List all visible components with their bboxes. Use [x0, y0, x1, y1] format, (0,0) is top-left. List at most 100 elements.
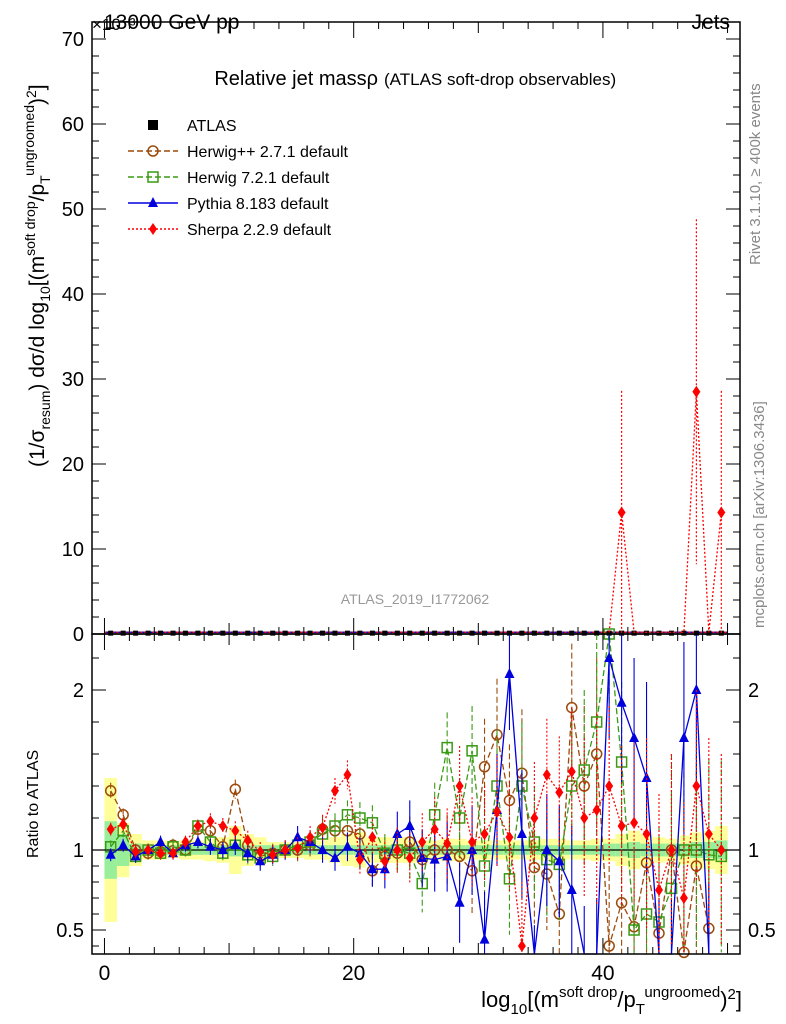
ratio-point-sherpa-2-2-9-default — [555, 786, 564, 799]
atlas-main-point — [195, 630, 201, 636]
ratio-point-pythia-8-183-default — [554, 855, 565, 866]
ratio-point-sherpa-2-2-9-default — [517, 940, 526, 952]
legend-label: Sherpa 2.2.9 default — [187, 222, 332, 239]
legend-marker — [149, 223, 157, 235]
ratio-point-sherpa-2-2-9-default — [667, 844, 676, 856]
ratio-point-sherpa-2-2-9-default — [704, 828, 713, 840]
atlas-main-point — [531, 630, 537, 636]
ratio-plot-data — [92, 628, 740, 959]
legend: ATLAS Herwig++ 2.7.1 default Herwig 7.2.1 … — [128, 118, 349, 239]
ratio-point-sherpa-2-2-9-default — [144, 844, 153, 856]
atlas-main-point — [432, 630, 438, 636]
ratio-point-pythia-8-183-default — [504, 668, 515, 678]
legend-label: Herwig 7.2.1 default — [187, 170, 330, 187]
ratio-point-sherpa-2-2-9-default — [331, 784, 339, 797]
chart-subtitle: (ATLAS soft-drop observables) — [384, 70, 616, 89]
atlas-main-point — [369, 630, 375, 636]
atlas-main-point — [295, 630, 301, 636]
x-tick-label: 40 — [591, 962, 614, 985]
ratio-point-sherpa-2-2-9-default — [418, 836, 427, 848]
atlas-main-point — [693, 630, 699, 636]
legend-label: Herwig++ 2.7.1 default — [187, 144, 349, 161]
ratio-point-sherpa-2-2-9-default — [630, 816, 639, 829]
ratio-point-sherpa-2-2-9-default — [617, 820, 626, 832]
ratio-point-sherpa-2-2-9-default — [455, 780, 464, 792]
ratio-point-sherpa-2-2-9-default — [380, 855, 389, 868]
y-tick-label-ratio: 1 — [748, 840, 759, 862]
exponent-label: ×10⁻³ — [92, 15, 136, 34]
ratio-point-sherpa-2-2-9-default — [119, 818, 128, 831]
atlas-main-point — [182, 630, 188, 636]
ratio-point-sherpa-2-2-9-default — [268, 848, 277, 861]
atlas-main-point — [357, 630, 363, 636]
ratio-line-herwig-7-2-1-default — [110, 633, 722, 932]
atlas-main-point — [718, 630, 724, 636]
ratio-point-sherpa-2-2-9-default — [156, 847, 165, 860]
ratio-point-herwig-7-2-1-default — [329, 820, 341, 832]
ratio-point-sherpa-2-2-9-default — [206, 815, 215, 828]
atlas-main-point — [232, 630, 238, 636]
ratio-point-pythia-8-183-default — [629, 732, 640, 742]
atlas-main-point — [619, 630, 625, 636]
ratio-point-sherpa-2-2-9-default — [542, 768, 551, 781]
atlas-main-point — [581, 630, 587, 636]
atlas-main-point — [382, 630, 388, 636]
ratio-point-pythia-8-183-default — [242, 847, 253, 858]
ratio-point-pythia-8-183-default — [479, 933, 490, 944]
y-tick-label-ratio: 2 — [73, 680, 84, 702]
atlas-main-point — [594, 630, 600, 636]
legend-marker — [148, 120, 158, 130]
ratio-point-pythia-8-183-default — [641, 772, 652, 782]
ratio-point-sherpa-2-2-9-default — [679, 892, 688, 904]
ratio-point-pythia-8-183-default — [105, 848, 116, 859]
atlas-main-point — [332, 630, 338, 636]
atlas-main-point — [307, 630, 313, 636]
beam-label: 13000 GeV pp — [104, 11, 239, 34]
atlas-main-point — [644, 630, 650, 636]
ratio-point-sherpa-2-2-9-default — [169, 847, 177, 860]
ratio-point-sherpa-2-2-9-default — [231, 824, 240, 837]
ratio-point-pythia-8-183-default — [155, 836, 166, 846]
ratio-point-herwig-2-7-1-default — [603, 940, 615, 952]
main-point-sherpa-2-2-9-default — [717, 506, 726, 519]
atlas-main-point — [257, 630, 263, 636]
ratio-point-sherpa-2-2-9-default — [405, 852, 414, 864]
ratio-point-herwig-7-2-1-default — [628, 924, 640, 936]
y-tick-label-main: 30 — [62, 369, 84, 391]
ratio-point-herwig-2-7-1-default — [104, 785, 117, 797]
analysis-watermark: ATLAS_2019_I1772062 — [341, 591, 490, 607]
ratio-point-sherpa-2-2-9-default — [318, 821, 327, 834]
main-line-sherpa-2-2-9-default — [608, 391, 722, 633]
ratio-point-pythia-8-183-default — [541, 844, 552, 854]
atlas-main-point — [544, 630, 550, 636]
ratio-point-pythia-8-183-default — [678, 732, 689, 742]
ratio-point-sherpa-2-2-9-default — [181, 836, 190, 848]
y-tick-label-main: 0 — [73, 624, 84, 646]
y-tick-label-main: 40 — [62, 284, 84, 306]
atlas-main-point — [606, 630, 612, 636]
ratio-point-sherpa-2-2-9-default — [368, 831, 377, 844]
atlas-main-point — [158, 630, 164, 636]
ratio-point-sherpa-2-2-9-default — [692, 780, 701, 792]
legend-marker — [147, 145, 159, 157]
ratio-point-herwig-7-2-1-default — [441, 741, 453, 754]
y-axis-label-main: (1/σresum) dσ/d log10[(msoft drop/pTungr… — [21, 84, 53, 467]
atlas-main-point — [444, 630, 450, 636]
ratio-point-herwig-7-2-1-default — [466, 745, 478, 757]
ratio-point-pythia-8-183-default — [367, 863, 378, 874]
ratio-point-sherpa-2-2-9-default — [218, 820, 227, 832]
atlas-main-point — [145, 630, 151, 636]
process-label: Jets — [691, 11, 730, 34]
ratio-point-pythia-8-183-default — [404, 820, 415, 830]
ratio-point-pythia-8-183-default — [205, 840, 216, 851]
ratio-point-sherpa-2-2-9-default — [355, 853, 364, 866]
ratio-point-pythia-8-183-default — [230, 839, 241, 850]
y-tick-label-ratio: 2 — [748, 680, 759, 702]
ratio-point-sherpa-2-2-9-default — [343, 768, 352, 781]
ratio-point-sherpa-2-2-9-default — [256, 845, 265, 858]
ratio-point-sherpa-2-2-9-default — [642, 828, 651, 840]
ratio-point-sherpa-2-2-9-default — [281, 844, 290, 856]
ratio-point-pythia-8-183-default — [292, 831, 303, 842]
